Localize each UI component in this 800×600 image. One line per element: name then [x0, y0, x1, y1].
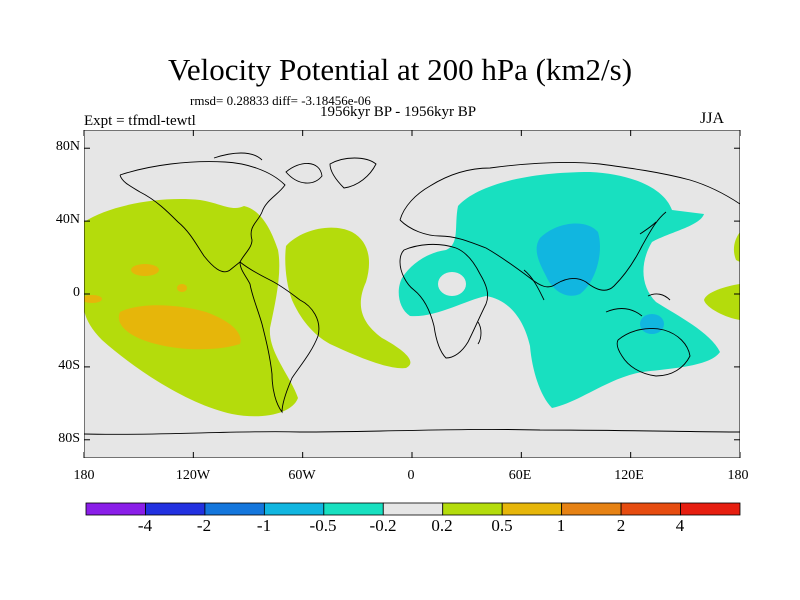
colorbar-swatch: [442, 502, 503, 516]
stats-line: rmsd= 0.28833 diff= -3.18456e-06: [190, 93, 371, 108]
colorbar-label: 0.5: [491, 516, 513, 535]
colorbar: [85, 502, 741, 516]
x-tick-label: 60E: [508, 468, 532, 483]
x-tick-label: 60W: [288, 468, 316, 483]
contour-region-orange-2: [131, 264, 159, 276]
y-tick-label: 80S: [58, 431, 80, 446]
contour-region-blue-2: [640, 314, 664, 334]
contour-region-orange-4: [84, 295, 102, 303]
contour-region-orange-1: [118, 305, 241, 350]
colorbar-swatch: [263, 502, 325, 516]
colorbar-label: -4: [137, 516, 153, 535]
colorbar-swatch: [85, 502, 146, 516]
colorbar-swatch: [620, 502, 681, 516]
y-tick-label: 80N: [55, 139, 80, 154]
colorbar-swatch: [382, 502, 444, 516]
colorbar-swatch: [204, 502, 265, 516]
colorbar-swatch: [561, 502, 622, 516]
contour-region-positive-eastpacific: [733, 232, 740, 262]
y-tick-label: 40N: [55, 212, 80, 227]
contour-region-blue-1: [536, 223, 600, 296]
colorbar-label: -0.5: [309, 516, 337, 535]
colorbar-label: 1: [556, 516, 566, 535]
colorbar-swatch: [323, 502, 384, 516]
contour-region-orange-3: [177, 284, 187, 292]
axis-ticks: [83, 130, 741, 458]
coastlines: [84, 152, 740, 435]
period-label: 1956kyr BP - 1956kyr BP: [320, 104, 477, 120]
season-label: JJA: [700, 110, 725, 127]
contour-region-positive-dateline: [704, 284, 740, 320]
colorbar-label: 0.2: [431, 516, 453, 535]
y-tick-label: 0: [73, 285, 80, 300]
x-tick-label: 180: [727, 468, 749, 483]
chart-title: Velocity Potential at 200 hPa (km2/s): [167, 52, 633, 87]
colorbar-label: -1: [256, 516, 272, 535]
experiment-label: Expt = tfmdl-tewtl: [84, 113, 196, 129]
x-tick-label: 0: [407, 468, 415, 483]
contour-region-positive-atlantic: [285, 227, 411, 369]
x-tick-label: 180: [73, 468, 95, 483]
map-area: [84, 130, 740, 458]
colorbar-swatch: [501, 502, 563, 516]
colorbar-label: 4: [675, 516, 685, 535]
y-tick-label: 40S: [58, 358, 80, 373]
colorbar-label: -2: [196, 516, 212, 535]
colorbar-label: 2: [616, 516, 626, 535]
colorbar-label: -0.2: [369, 516, 397, 535]
x-tick-label: 120E: [614, 468, 644, 483]
colorbar-swatch: [680, 502, 741, 516]
x-tick-label: 120W: [175, 468, 211, 483]
colorbar-swatch: [145, 502, 206, 516]
contour-region-positive-pacific: [84, 199, 298, 417]
contour-hole: [438, 272, 466, 296]
